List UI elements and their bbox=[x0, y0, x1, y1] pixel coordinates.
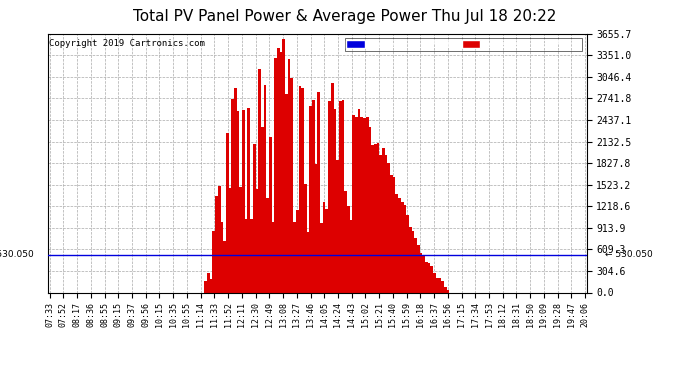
Bar bbox=[245, 219, 248, 292]
Bar bbox=[344, 191, 347, 292]
Bar bbox=[239, 188, 242, 292]
Bar bbox=[312, 99, 315, 292]
Text: ← 530.050: ← 530.050 bbox=[605, 251, 653, 260]
Bar bbox=[299, 86, 302, 292]
Bar bbox=[406, 215, 409, 292]
Bar bbox=[213, 231, 215, 292]
Legend: Average  (DC Watts), PV Panels  (DC Watts): Average (DC Watts), PV Panels (DC Watts) bbox=[344, 38, 582, 51]
Bar bbox=[275, 58, 277, 292]
Bar bbox=[444, 288, 446, 292]
Bar bbox=[290, 78, 293, 292]
Bar bbox=[350, 220, 353, 292]
Bar bbox=[380, 155, 382, 292]
Bar bbox=[336, 160, 339, 292]
Bar bbox=[261, 127, 264, 292]
Bar bbox=[363, 118, 366, 292]
Bar bbox=[210, 279, 213, 292]
Bar bbox=[253, 144, 255, 292]
Bar bbox=[355, 117, 358, 292]
Bar bbox=[446, 290, 449, 292]
Bar bbox=[331, 84, 333, 292]
Bar bbox=[293, 222, 296, 292]
Bar bbox=[385, 156, 387, 292]
Bar bbox=[224, 241, 226, 292]
Bar bbox=[377, 143, 380, 292]
Bar bbox=[204, 281, 207, 292]
Bar bbox=[439, 279, 441, 292]
Bar bbox=[326, 209, 328, 292]
Bar bbox=[226, 133, 228, 292]
Bar bbox=[282, 39, 285, 292]
Bar bbox=[304, 184, 306, 292]
Bar bbox=[353, 114, 355, 292]
Bar bbox=[358, 108, 360, 292]
Bar bbox=[395, 194, 398, 292]
Bar bbox=[215, 196, 218, 292]
Bar bbox=[422, 256, 425, 292]
Bar bbox=[390, 176, 393, 292]
Bar bbox=[288, 59, 290, 292]
Bar bbox=[328, 101, 331, 292]
Bar bbox=[368, 127, 371, 292]
Bar bbox=[228, 188, 231, 292]
Bar bbox=[306, 231, 309, 292]
Bar bbox=[277, 48, 279, 292]
Bar bbox=[347, 206, 350, 292]
Bar bbox=[401, 202, 404, 292]
Bar bbox=[279, 52, 282, 292]
Bar bbox=[431, 266, 433, 292]
Bar bbox=[371, 145, 374, 292]
Bar bbox=[339, 100, 342, 292]
Bar bbox=[266, 198, 269, 292]
Bar bbox=[323, 201, 326, 292]
Bar bbox=[231, 99, 234, 292]
Bar bbox=[374, 144, 377, 292]
Text: Total PV Panel Power & Average Power Thu Jul 18 20:22: Total PV Panel Power & Average Power Thu… bbox=[133, 9, 557, 24]
Bar bbox=[333, 109, 336, 292]
Bar bbox=[255, 189, 258, 292]
Bar bbox=[382, 148, 385, 292]
Bar bbox=[296, 210, 299, 292]
Bar bbox=[264, 85, 266, 292]
Bar bbox=[258, 69, 261, 292]
Bar bbox=[417, 244, 420, 292]
Bar bbox=[315, 164, 317, 292]
Bar bbox=[366, 117, 368, 292]
Text: → 530.050: → 530.050 bbox=[0, 251, 34, 260]
Bar bbox=[309, 106, 312, 292]
Text: Copyright 2019 Cartronics.com: Copyright 2019 Cartronics.com bbox=[50, 39, 205, 48]
Bar bbox=[242, 110, 245, 292]
Bar bbox=[436, 278, 439, 292]
Bar bbox=[302, 88, 304, 292]
Bar bbox=[387, 164, 390, 292]
Bar bbox=[433, 273, 436, 292]
Bar bbox=[250, 219, 253, 292]
Bar bbox=[414, 238, 417, 292]
Bar bbox=[317, 92, 320, 292]
Bar bbox=[221, 222, 224, 292]
Bar bbox=[269, 137, 272, 292]
Bar bbox=[272, 222, 275, 292]
Bar bbox=[248, 108, 250, 292]
Bar bbox=[441, 281, 444, 292]
Bar bbox=[420, 253, 422, 292]
Bar bbox=[342, 100, 344, 292]
Bar bbox=[425, 262, 428, 292]
Bar bbox=[218, 186, 221, 292]
Bar bbox=[393, 177, 395, 292]
Bar bbox=[207, 273, 210, 292]
Bar bbox=[285, 94, 288, 292]
Bar bbox=[320, 223, 323, 292]
Bar bbox=[428, 262, 431, 292]
Bar bbox=[398, 198, 401, 292]
Bar bbox=[409, 227, 412, 292]
Bar bbox=[412, 231, 414, 292]
Bar bbox=[360, 117, 363, 292]
Bar bbox=[234, 88, 237, 292]
Bar bbox=[237, 111, 239, 292]
Bar bbox=[404, 205, 406, 292]
